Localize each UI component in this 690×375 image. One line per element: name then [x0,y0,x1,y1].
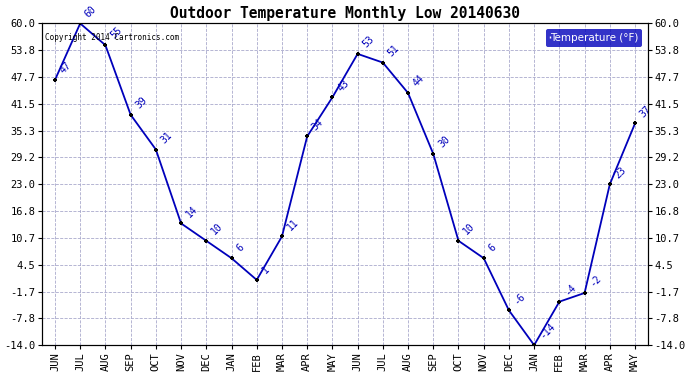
Point [175,220,186,226]
Text: 6: 6 [235,243,246,254]
Text: 10: 10 [462,221,477,237]
Text: 47: 47 [58,60,73,76]
Point [226,255,237,261]
Text: 55: 55 [108,26,124,41]
Point [554,298,565,304]
Point [529,342,540,348]
Text: 30: 30 [436,134,452,150]
Point [402,90,413,96]
Point [302,134,313,140]
Legend: Temperature (°F): Temperature (°F) [546,28,642,47]
Text: 10: 10 [209,221,225,237]
Text: Copyright 2014 Cartronics.com: Copyright 2014 Cartronics.com [46,33,179,42]
Text: 14: 14 [184,204,199,219]
Point [327,94,338,100]
Point [125,112,136,118]
Point [100,42,111,48]
Text: -6: -6 [512,291,527,306]
Text: 34: 34 [310,117,326,132]
Title: Outdoor Temperature Monthly Low 20140630: Outdoor Temperature Monthly Low 20140630 [170,6,520,21]
Point [629,120,640,126]
Point [150,147,161,153]
Text: 23: 23 [613,165,628,180]
Point [504,308,515,314]
Point [579,290,590,296]
Text: 1: 1 [259,264,271,276]
Point [75,21,86,27]
Text: 53: 53 [361,34,376,50]
Point [50,77,61,83]
Text: -14: -14 [538,321,557,341]
Text: 31: 31 [159,130,175,145]
Point [428,151,439,157]
Point [352,51,363,57]
Point [201,238,212,244]
Text: 51: 51 [386,43,402,58]
Text: 37: 37 [638,104,653,119]
Point [604,181,615,187]
Point [277,234,288,240]
Text: 6: 6 [486,243,498,254]
Text: 60: 60 [83,4,99,19]
Point [251,277,262,283]
Text: 11: 11 [285,217,300,232]
Text: 44: 44 [411,73,426,88]
Point [377,60,388,66]
Text: 43: 43 [335,78,351,93]
Point [453,238,464,244]
Text: -2: -2 [588,273,603,289]
Point [478,255,489,261]
Text: -4: -4 [562,282,578,297]
Text: 39: 39 [134,95,149,110]
